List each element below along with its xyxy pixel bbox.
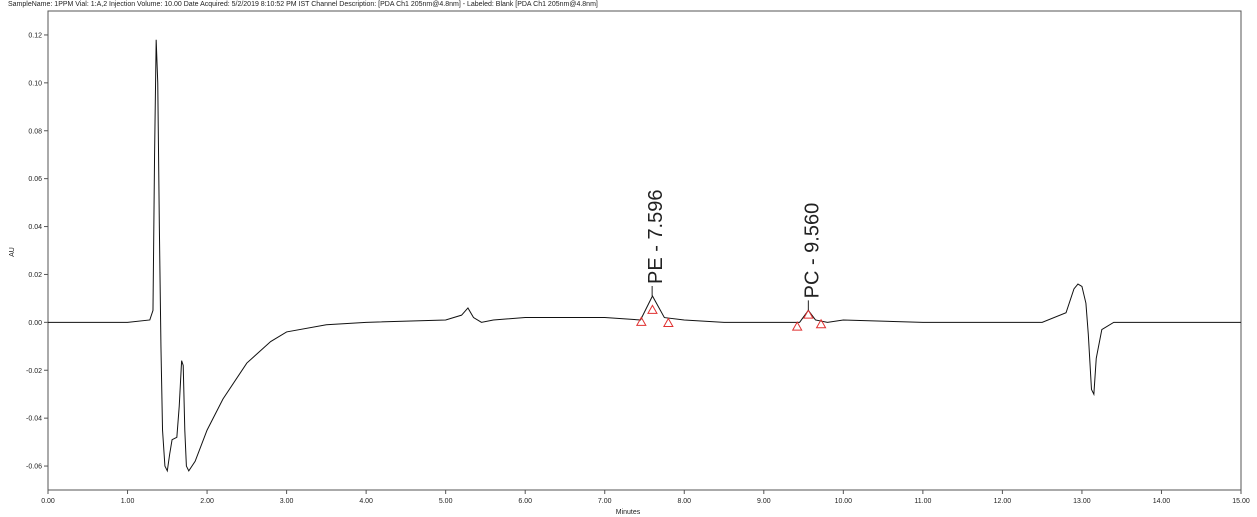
x-tick-label: 3.00 (280, 498, 294, 505)
x-tick-label: 13.00 (1073, 498, 1091, 505)
peak-marker (647, 304, 658, 314)
y-tick-label: 0.04 (28, 224, 42, 231)
y-tick-label: 0.06 (28, 176, 42, 183)
peak-marker (802, 309, 814, 319)
peak-marker (663, 317, 674, 328)
plot-frame (47, 10, 1242, 491)
x-tick-label: 6.00 (518, 498, 532, 505)
y-tick-label: -0.04 (26, 416, 42, 423)
x-tick-label: 7.00 (598, 498, 612, 505)
peak-marker (791, 321, 803, 331)
y-tick-label: 0.10 (28, 80, 42, 87)
y-tick-label: 0.08 (28, 128, 42, 135)
x-tick-label: 14.00 (1153, 498, 1171, 505)
y-tick-label: -0.02 (26, 368, 42, 375)
peak-label: PE - 7.596 (645, 189, 667, 284)
x-tick-label: 5.00 (439, 498, 453, 505)
peak-marker (815, 318, 827, 329)
trace-line (48, 39, 1241, 473)
x-tick-label: 9.00 (757, 498, 771, 505)
x-tick-label: 15.00 (1232, 498, 1250, 505)
x-tick-label: 2.00 (200, 498, 214, 505)
y-tick-label: 0.00 (28, 320, 42, 327)
x-tick-label: 12.00 (994, 498, 1012, 505)
x-tick-label: 1.00 (121, 498, 135, 505)
peak-label: PC - 9.560 (801, 203, 823, 299)
x-tick-label: 10.00 (835, 498, 853, 505)
chart-title: SampleName: 1PPM Vial: 1:A,2 Injection V… (8, 1, 598, 8)
y-tick-label: 0.12 (28, 32, 42, 39)
y-axis-label: AU (9, 247, 16, 257)
peak-marker (635, 316, 647, 326)
x-tick-label: 11.00 (914, 498, 931, 505)
x-axis-label: Minutes (616, 509, 641, 516)
x-tick-label: 8.00 (677, 498, 691, 505)
x-tick-label: 4.00 (359, 498, 373, 505)
y-tick-label: 0.02 (28, 272, 42, 279)
x-tick-label: 0.00 (41, 498, 55, 505)
y-tick-label: -0.06 (26, 464, 42, 471)
